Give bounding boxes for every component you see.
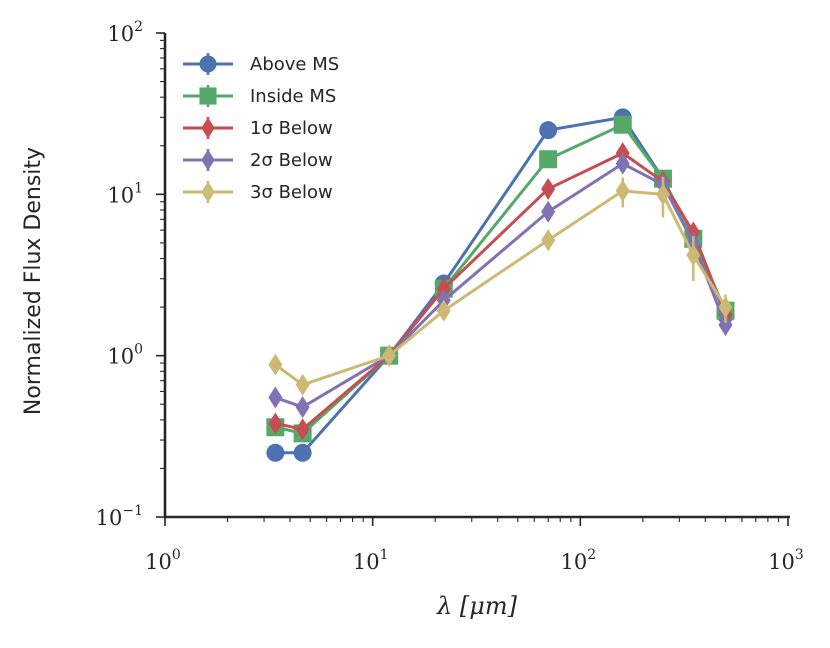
major-ticks bbox=[156, 32, 789, 526]
x-tick-label: 102 bbox=[561, 547, 597, 574]
legend-label: 1σ Below bbox=[250, 118, 333, 139]
series-layer bbox=[266, 108, 735, 462]
data-point bbox=[718, 296, 733, 319]
data-point bbox=[199, 87, 217, 105]
data-point bbox=[268, 386, 283, 409]
data-point bbox=[615, 152, 630, 175]
legend-label: 2σ Below bbox=[250, 150, 333, 171]
data-point bbox=[655, 183, 670, 206]
data-point bbox=[539, 150, 558, 169]
legend: Above MS Inside MS 1σ Below 2σ Below 3σ Belo… bbox=[183, 53, 339, 203]
x-axis-title: λ [μm] bbox=[436, 592, 518, 620]
legend-item: 1σ Below bbox=[183, 117, 333, 139]
legend-item: Above MS bbox=[183, 53, 339, 75]
legend-item: 3σ Below bbox=[183, 181, 333, 203]
legend-label: Above MS bbox=[250, 54, 339, 75]
data-point bbox=[295, 418, 310, 441]
minor-ticks bbox=[160, 39, 780, 522]
data-point bbox=[295, 373, 310, 396]
data-point bbox=[539, 121, 558, 140]
data-point bbox=[382, 344, 397, 367]
x-tick-label: 103 bbox=[768, 547, 804, 574]
y-tick-label: 101 bbox=[107, 180, 143, 207]
data-point bbox=[201, 117, 215, 139]
data-point bbox=[613, 115, 632, 134]
series-3-below bbox=[268, 177, 733, 396]
data-point bbox=[686, 244, 701, 267]
data-point bbox=[199, 55, 217, 73]
data-point bbox=[295, 396, 310, 419]
legend-label: 3σ Below bbox=[250, 182, 333, 203]
data-point bbox=[436, 277, 451, 300]
series-above-ms bbox=[266, 108, 735, 462]
legend-item: 2σ Below bbox=[183, 149, 333, 171]
data-point bbox=[541, 177, 556, 200]
data-point bbox=[268, 353, 283, 376]
data-point bbox=[615, 179, 630, 202]
series-inside-ms bbox=[266, 115, 735, 443]
y-tick-label: 102 bbox=[107, 19, 143, 46]
data-point bbox=[268, 412, 283, 435]
x-tick-label: 100 bbox=[145, 547, 181, 574]
legend-item: Inside MS bbox=[183, 85, 336, 107]
y-axis-title: Normalized Flux Density bbox=[21, 147, 46, 415]
legend-label: Inside MS bbox=[250, 86, 336, 107]
data-point bbox=[541, 200, 556, 223]
data-point bbox=[541, 229, 556, 252]
data-point bbox=[436, 299, 451, 322]
data-point bbox=[201, 181, 215, 203]
series-line bbox=[275, 115, 727, 455]
y-tick-label: 100 bbox=[107, 342, 143, 369]
data-point bbox=[201, 149, 215, 171]
data-point bbox=[718, 313, 733, 336]
y-tick-label: 10−1 bbox=[96, 503, 143, 530]
data-point bbox=[293, 443, 312, 462]
data-point bbox=[266, 443, 285, 462]
x-tick-label: 101 bbox=[353, 547, 389, 574]
